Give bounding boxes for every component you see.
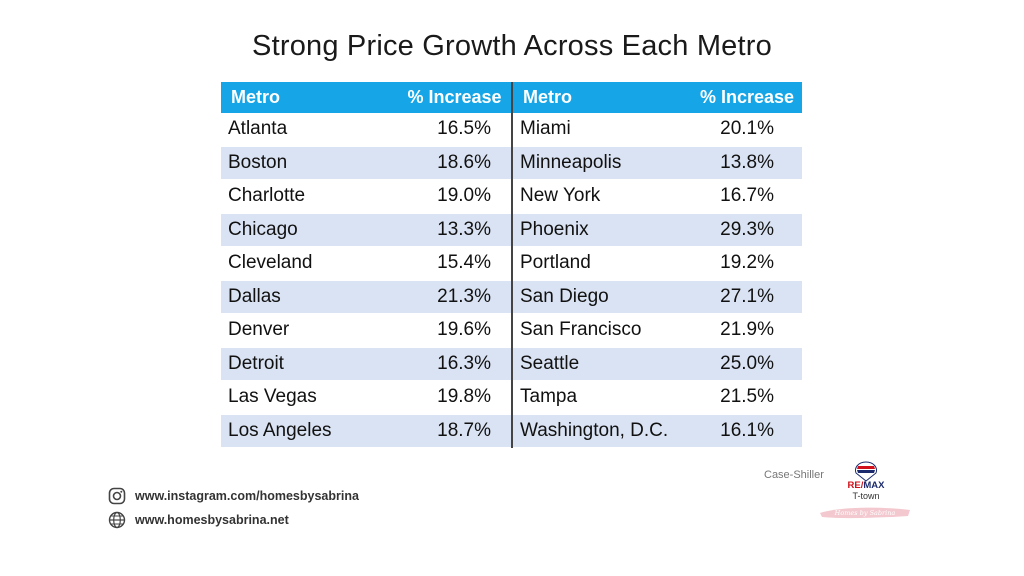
header-increase-right: % Increase — [692, 82, 802, 113]
metro-price-table: Metro % Increase Metro % Increase Atlant… — [221, 82, 802, 448]
metro-cell: Miami — [511, 113, 692, 147]
metro-cell: Phoenix — [511, 213, 692, 247]
metro-cell: Las Vegas — [221, 380, 398, 415]
metro-cell: Boston — [221, 146, 398, 180]
instagram-url[interactable]: www.instagram.com/homesbysabrina — [135, 489, 359, 503]
increase-cell: 29.3% — [692, 213, 802, 247]
remax-brand: RE/MAX — [840, 480, 892, 491]
metro-cell: San Diego — [511, 280, 692, 314]
increase-cell: 15.4% — [398, 246, 512, 281]
increase-cell: 19.6% — [398, 313, 512, 348]
metro-cell: Cleveland — [221, 246, 398, 281]
increase-cell: 21.3% — [398, 280, 512, 314]
increase-cell: 21.9% — [692, 313, 802, 348]
website-url[interactable]: www.homesbysabrina.net — [135, 513, 289, 527]
increase-cell: 16.7% — [692, 179, 802, 214]
remax-brand-red: RE/ — [847, 480, 864, 491]
metro-cell: Denver — [221, 313, 398, 348]
table-row: Los Angeles 18.7% Washington, D.C. 16.1% — [221, 414, 802, 448]
header-metro-right: Metro — [511, 82, 692, 113]
metro-cell: Chicago — [221, 213, 398, 247]
increase-cell: 16.3% — [398, 347, 512, 381]
table-row: Detroit 16.3% Seattle 25.0% — [221, 347, 802, 381]
metro-cell: Minneapolis — [511, 146, 692, 180]
increase-cell: 18.7% — [398, 414, 512, 448]
increase-cell: 13.8% — [692, 146, 802, 180]
table-row: Boston 18.6% Minneapolis 13.8% — [221, 146, 802, 180]
instagram-link-row[interactable]: www.instagram.com/homesbysabrina — [108, 487, 359, 505]
table-row: Denver 19.6% San Francisco 21.9% — [221, 313, 802, 348]
table-row: Atlanta 16.5% Miami 20.1% — [221, 113, 802, 147]
metro-cell: Atlanta — [221, 113, 398, 147]
signature-brush-icon: Homes by Sabrina — [820, 507, 910, 519]
metro-cell: Charlotte — [221, 179, 398, 214]
table-row: Chicago 13.3% Phoenix 29.3% — [221, 213, 802, 247]
source-note: Case-Shiller — [764, 469, 824, 481]
remax-brand-blue: MAX — [863, 480, 885, 491]
metro-cell: Dallas — [221, 280, 398, 314]
table-row: Dallas 21.3% San Diego 27.1% — [221, 280, 802, 314]
metro-cell: Seattle — [511, 347, 692, 381]
header-metro-left: Metro — [221, 82, 398, 113]
slide-title: Strong Price Growth Across Each Metro — [252, 30, 772, 62]
metro-cell: Washington, D.C. — [511, 414, 692, 448]
remax-office: T-town — [852, 491, 880, 501]
increase-cell: 21.5% — [692, 380, 802, 415]
increase-cell: 16.1% — [692, 414, 802, 448]
metro-cell: Los Angeles — [221, 414, 398, 448]
header-increase-left: % Increase — [398, 82, 512, 113]
table-row: Las Vegas 19.8% Tampa 21.5% — [221, 380, 802, 415]
increase-cell: 19.2% — [692, 246, 802, 281]
balloon-icon — [855, 461, 877, 482]
metro-cell: New York — [511, 179, 692, 214]
metro-cell: Detroit — [221, 347, 398, 381]
website-link-row[interactable]: www.homesbysabrina.net — [108, 511, 289, 529]
increase-cell: 13.3% — [398, 213, 512, 247]
metro-cell: San Francisco — [511, 313, 692, 348]
table-header-row: Metro % Increase Metro % Increase — [221, 82, 802, 113]
increase-cell: 18.6% — [398, 146, 512, 180]
increase-cell: 19.0% — [398, 179, 512, 214]
remax-logo: RE/MAX T-town Homes by Sabrina — [818, 460, 914, 522]
metro-cell: Tampa — [511, 380, 692, 415]
table-row: Charlotte 19.0% New York 16.7% — [221, 179, 802, 214]
increase-cell: 27.1% — [692, 280, 802, 314]
signature-text: Homes by Sabrina — [834, 509, 896, 517]
increase-cell: 19.8% — [398, 380, 512, 415]
metro-cell: Portland — [511, 246, 692, 281]
instagram-icon — [108, 487, 126, 505]
globe-icon — [108, 511, 126, 529]
increase-cell: 25.0% — [692, 347, 802, 381]
increase-cell: 16.5% — [398, 113, 512, 147]
table-row: Cleveland 15.4% Portland 19.2% — [221, 246, 802, 281]
increase-cell: 20.1% — [692, 113, 802, 147]
